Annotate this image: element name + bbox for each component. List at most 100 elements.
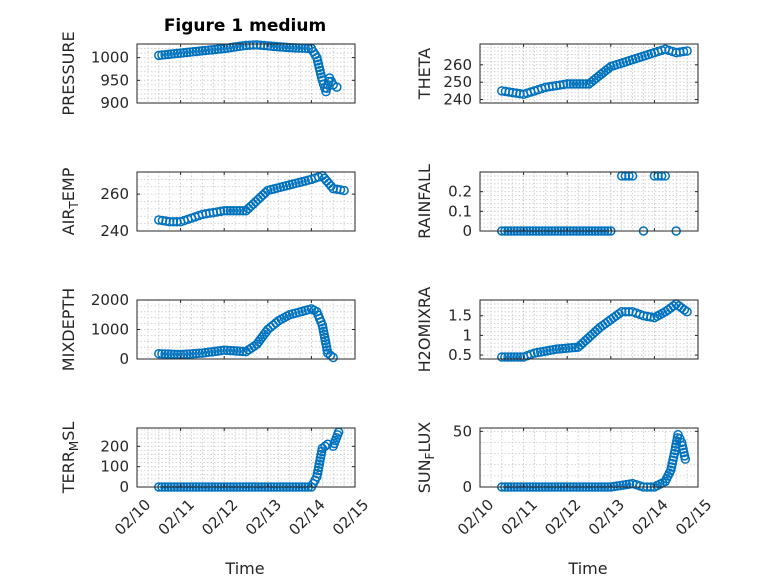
data-point (219, 205, 229, 216)
data-point-fill (567, 343, 577, 353)
axes-box (479, 427, 699, 488)
data-point-fill (564, 343, 574, 353)
y-tick-label: 250 (443, 73, 472, 91)
data-point-fill (225, 345, 236, 356)
y-tick-label: 900 (100, 94, 129, 112)
data-point-fill (203, 45, 214, 55)
subplot-0: 900 950 1000 PRESSURE (59, 31, 356, 116)
data-point (263, 41, 273, 51)
grid-lines (480, 44, 698, 103)
data-point-fill (500, 352, 510, 362)
data-point-fill (215, 206, 226, 217)
x-tick-label: 02/14 (285, 496, 328, 539)
axes-box (136, 427, 356, 488)
figure-title: Figure 1 medium (164, 16, 326, 36)
x-tick-label: 02/10 (111, 496, 154, 539)
data-point-fill (603, 63, 614, 74)
y-axis-label: AIRTEMP (59, 167, 81, 235)
data-point-fill (166, 49, 177, 59)
data-point-fill (225, 205, 236, 216)
data-series (154, 427, 344, 492)
data-point-fill (200, 45, 211, 56)
y-tick-label: 1000 (91, 49, 129, 67)
grid-lines (137, 172, 355, 231)
data-point-fill (554, 344, 565, 354)
x-tick-label: 02/10 (454, 496, 497, 539)
data-point-fill (571, 79, 582, 89)
data-point-fill (191, 46, 201, 57)
data-point-fill (512, 352, 523, 362)
data-point-fill (272, 41, 282, 52)
data-point-fill (163, 49, 173, 60)
data-point-fill (515, 352, 526, 362)
data-point-fill (166, 349, 177, 359)
data-point (328, 352, 338, 363)
data-point (197, 46, 208, 56)
data-point-fill (188, 348, 198, 359)
y-tick-label: 1.5 (448, 307, 472, 325)
data-point-fill (157, 50, 167, 60)
data-point-fill (678, 46, 689, 57)
data-point-fill (191, 348, 201, 359)
data-point (497, 352, 507, 362)
grid-lines (480, 428, 698, 487)
x-tick-label: 02/15 (329, 496, 372, 539)
data-point-fill (275, 42, 286, 52)
x-axis-label-right: Time (567, 559, 607, 578)
data-point-fill (163, 349, 173, 359)
y-tick-label: 0 (462, 222, 472, 240)
data-point (332, 82, 342, 92)
x-axis-label-left: Time (224, 559, 264, 578)
data-point-fill (182, 349, 192, 359)
y-axis-label: RAINFALL (415, 164, 434, 239)
y-axis-label: H2OMIXRA (415, 287, 434, 373)
data-point-fill (216, 44, 226, 54)
data-point-fill (169, 48, 180, 59)
data-point-fill (157, 349, 167, 359)
data-point (682, 46, 692, 56)
data-point (154, 50, 164, 61)
data-series (497, 44, 692, 100)
data-point-fill (565, 79, 576, 89)
x-tick-label: 02/14 (628, 496, 671, 539)
data-point (154, 348, 164, 359)
y-tick-label: 100 (100, 458, 129, 476)
y-tick-label: 1 (462, 326, 472, 344)
subplot-6: 02/10 02/11 02/12 02/13 02/14 02/15 0 100 200 TER… (59, 422, 372, 539)
y-tick-label: 200 (100, 437, 129, 455)
data-point-fill (557, 343, 568, 354)
data-point-fill (266, 41, 276, 51)
y-axis-label: SUNFLUX (415, 422, 437, 494)
y-tick-label: 260 (100, 185, 129, 203)
data-point (551, 344, 562, 354)
data-point-fill (570, 342, 580, 353)
data-series (154, 170, 349, 227)
data-point-fill (568, 79, 579, 89)
y-tick-label: 240 (443, 91, 472, 109)
data-point-fill (222, 205, 233, 216)
data-point-fill (238, 205, 248, 216)
data-point-fill (228, 205, 239, 216)
subplot-7: 02/10 02/11 02/12 02/13 02/14 02/15 0 50 SUNFLUX (415, 422, 715, 539)
data-point-fill (646, 312, 656, 322)
data-point (219, 345, 229, 355)
axes-box (479, 299, 699, 360)
data-point-fill (509, 352, 520, 362)
y-tick-label: 0 (119, 478, 129, 496)
data-point-fill (188, 47, 198, 57)
grid-lines (137, 300, 355, 359)
data-point-fill (581, 79, 591, 89)
data-series (154, 40, 342, 97)
data-point (680, 454, 691, 464)
x-tick-label: 02/13 (242, 496, 285, 539)
data-point-fill (614, 309, 624, 319)
data-point-fill (178, 48, 189, 58)
subplot-4: 0 1000 2000 MIXDEPTH (59, 288, 356, 371)
data-point-fill (679, 305, 690, 315)
data-point-fill (160, 49, 170, 60)
data-point-fill (210, 44, 220, 55)
data-point-fill (506, 352, 516, 362)
subplot-5: 0.5 11.5 H2OMIXRA (415, 287, 699, 373)
